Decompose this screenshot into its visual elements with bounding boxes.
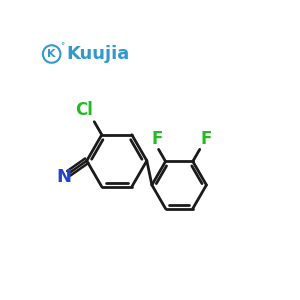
Text: F: F (201, 130, 212, 148)
Text: N: N (57, 168, 72, 186)
Text: K: K (47, 49, 56, 59)
Text: F: F (152, 130, 163, 148)
Text: °: ° (60, 42, 64, 51)
Text: Kuujia: Kuujia (66, 45, 130, 63)
Text: Cl: Cl (75, 101, 93, 119)
